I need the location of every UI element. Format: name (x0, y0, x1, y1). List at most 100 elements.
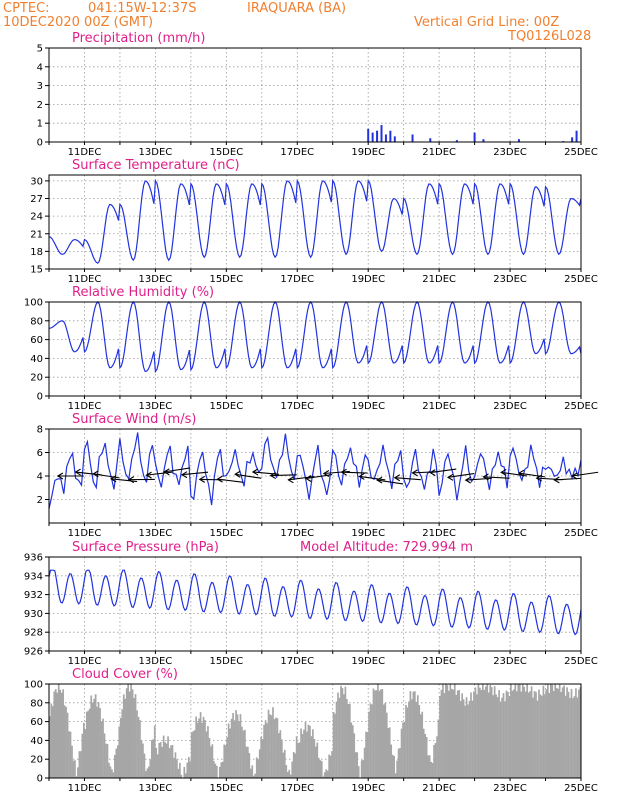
cloud-bar (467, 704, 469, 778)
wind-ytick-label: 4 (37, 472, 43, 483)
cloud-bar (223, 744, 226, 778)
cloud-bar (409, 691, 412, 778)
cloud-bar (415, 701, 418, 778)
cloud-bar (387, 727, 390, 778)
cloud-bar (566, 687, 568, 778)
cloud-bar (202, 716, 205, 778)
cloud-bar (375, 690, 378, 778)
cloud-bar (493, 686, 496, 778)
cloud-bar (207, 726, 209, 778)
cloud-bar (490, 687, 493, 778)
cloud-bar (418, 705, 421, 778)
cloud-xtick-label: 17DEC (280, 783, 314, 794)
cloud-bar (96, 706, 98, 778)
cloud-bar (177, 768, 180, 778)
precipitation-bar (482, 139, 485, 142)
humidity-ytick-label: 100 (24, 298, 43, 309)
humidity-ytick-label: 60 (30, 335, 43, 346)
cloud-bar (221, 761, 224, 778)
cloud-bar (365, 731, 367, 778)
cloud-bar (368, 711, 370, 778)
cloud-bar (524, 691, 527, 778)
cloud-bar (455, 694, 458, 778)
cloud-bar (317, 757, 320, 778)
cloud-bar (384, 702, 387, 778)
cloud-bar (87, 710, 90, 778)
cloud-bar (149, 759, 152, 778)
cloud-bar (213, 760, 215, 778)
cloud-bar (278, 733, 280, 778)
cloud-bar (331, 751, 333, 778)
cloud-bar (143, 753, 146, 778)
cloud-bar (434, 743, 437, 778)
cloud-bar (346, 699, 348, 778)
cloud-bar (119, 718, 122, 778)
temperature-panel: 15 18 21 24 27 30 11DEC 13DEC 15DEC 17DEC 19DEC 21D… (30, 174, 598, 285)
cloud-bar (518, 684, 521, 778)
wind-frame (48, 428, 582, 524)
cloud-bar (419, 714, 422, 778)
cloud-bar (186, 762, 189, 778)
cloud-bar (54, 689, 57, 778)
cloud-bar (122, 694, 125, 778)
cloud-bar (427, 755, 429, 778)
cloud-bar (272, 707, 274, 778)
cloud-bar (115, 748, 118, 778)
cloud-bar (393, 755, 395, 778)
cloud-bar (325, 769, 328, 778)
header-location: IRAQUARA (BA) (247, 1, 346, 16)
precipitation-bar (393, 136, 396, 142)
cloud-bar (220, 762, 223, 778)
cloud-bar (133, 698, 135, 778)
pressure-panel: 926 928 930 932 934 936 11DEC 13DEC 15DEC 17DEC 19… (24, 553, 598, 668)
cloud-bar (196, 722, 199, 778)
cloud-bar (164, 742, 166, 778)
wind-xtick-label: 23DEC (493, 528, 527, 539)
cloud-bar (155, 747, 158, 778)
wind-speed-line (48, 432, 582, 510)
cloud-bar (199, 712, 202, 778)
cloud-bar (405, 704, 407, 778)
cloud-bar (486, 684, 489, 778)
wind-arrow-shaft (181, 471, 209, 476)
cloud-title: Cloud Cover (%) (72, 667, 178, 682)
precipitation-bar (517, 139, 520, 142)
cloud-bar (80, 751, 82, 778)
cloud-bar (93, 698, 96, 778)
cloud-bar (353, 733, 356, 778)
cloud-bar (100, 721, 103, 778)
cloud-bar (354, 752, 357, 778)
wind-arrow-shaft (93, 473, 120, 479)
cloud-bar (50, 703, 53, 778)
wind-arrow-shaft (376, 479, 404, 485)
wind-arrow-head (127, 476, 135, 484)
cloud-bar (408, 701, 410, 778)
cloud-bar (561, 687, 564, 778)
wind-arrow-shaft (359, 475, 386, 481)
cloud-bar (303, 729, 305, 778)
pressure-title: Surface Pressure (hPa) (72, 540, 219, 555)
cloud-bar (452, 689, 455, 778)
cloud-bar (204, 719, 206, 778)
cloud-bar (334, 713, 336, 778)
cloud-bar (247, 746, 249, 778)
cloud-bar (511, 690, 514, 778)
cloud-bar (348, 703, 351, 778)
cloud-bar (215, 765, 218, 778)
cloud-bar (297, 742, 299, 778)
precipitation-ytick-label: 2 (37, 100, 43, 111)
wind-arrow-shaft (394, 477, 421, 481)
cloud-bar (90, 695, 93, 778)
cloud-bar (85, 711, 88, 778)
precipitation-frame (48, 47, 582, 143)
cloud-bar (545, 689, 548, 778)
cloud-bar (385, 712, 388, 778)
humidity-xtick-label: 13DEC (139, 401, 173, 412)
humidity-title: Relative Humidity (%) (72, 285, 214, 300)
cloud-bar (56, 692, 59, 778)
cloud-bar (529, 691, 531, 778)
cloud-xtick-label: 19DEC (351, 783, 385, 794)
precipitation-xtick-label: 15DEC (209, 147, 243, 158)
wind-ytick-label: 6 (37, 448, 43, 459)
pressure-xtick-label: 25DEC (564, 656, 598, 667)
